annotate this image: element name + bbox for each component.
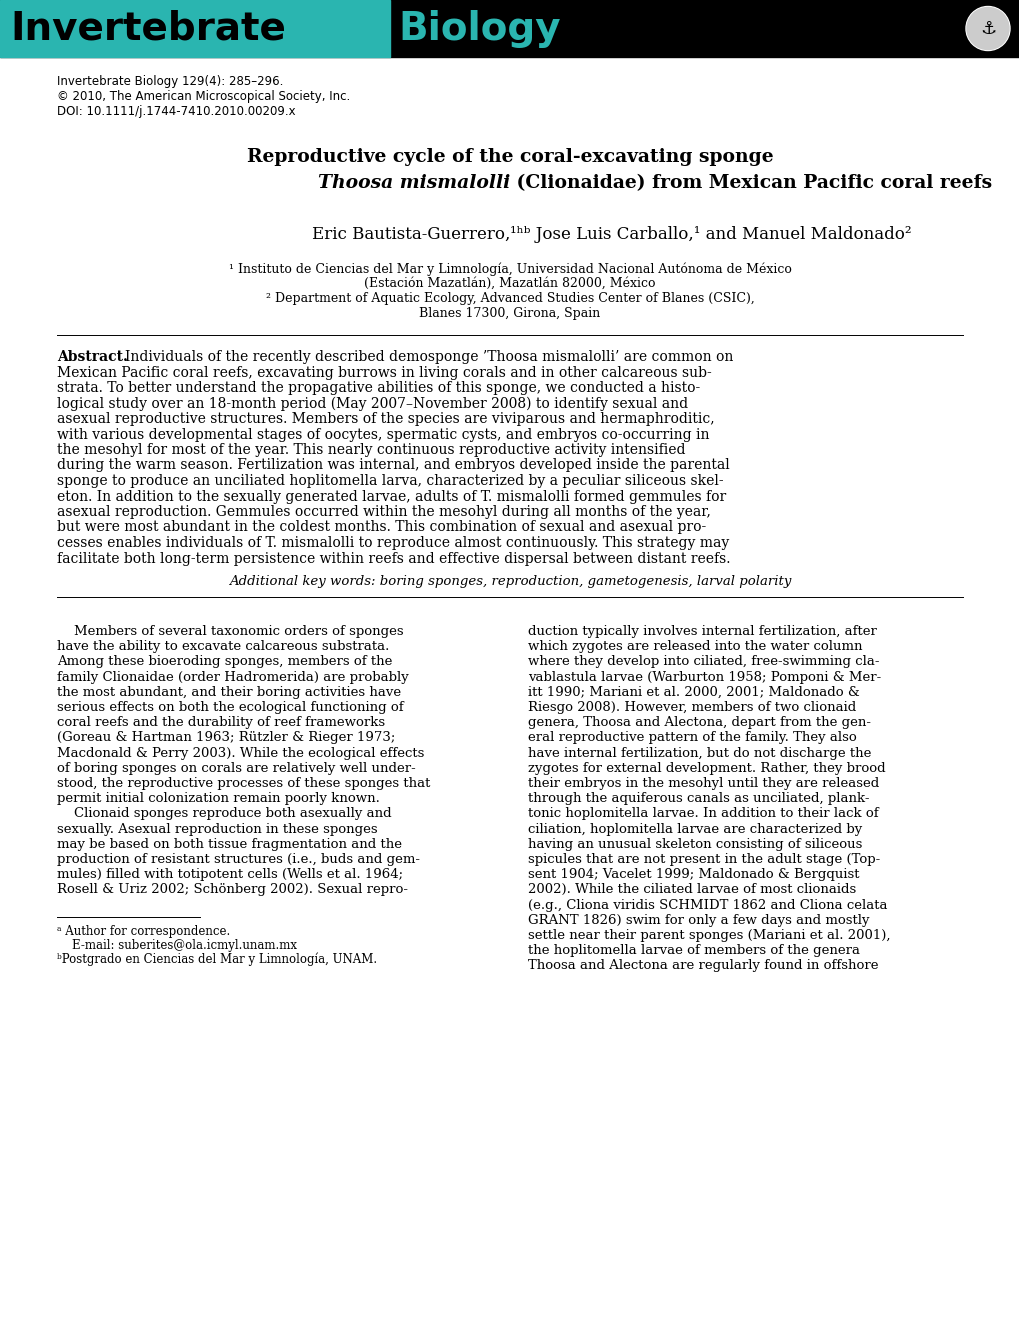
Text: vablastula larvae (Warburton 1958; Pomponi & Mer-: vablastula larvae (Warburton 1958; Pompo… (528, 671, 880, 684)
Text: Clionaid sponges reproduce both asexually and: Clionaid sponges reproduce both asexuall… (57, 808, 391, 821)
Text: have the ability to excavate calcareous substrata.: have the ability to excavate calcareous … (57, 640, 389, 653)
Text: (e.g., Cliona viridis SCHMIDT 1862 and Cliona celata: (e.g., Cliona viridis SCHMIDT 1862 and C… (528, 899, 887, 912)
Text: through the aquiferous canals as unciliated, plank-: through the aquiferous canals as uncilia… (528, 792, 868, 805)
Text: cesses enables individuals of T. mismalolli to reproduce almost continuously. Th: cesses enables individuals of T. mismalo… (57, 536, 729, 550)
Text: spicules that are not present in the adult stage (Top-: spicules that are not present in the adu… (528, 853, 879, 866)
Text: Reproductive cycle of the coral-excavating sponge: Reproductive cycle of the coral-excavati… (247, 148, 772, 166)
Text: serious effects on both the ecological functioning of: serious effects on both the ecological f… (57, 701, 404, 714)
Circle shape (965, 7, 1009, 50)
Text: with various developmental stages of oocytes, spermatic cysts, and embryos co-oc: with various developmental stages of ooc… (57, 428, 709, 441)
Text: of boring sponges on corals are relatively well under-: of boring sponges on corals are relative… (57, 762, 416, 775)
Text: stood, the reproductive processes of these sponges that: stood, the reproductive processes of the… (57, 777, 430, 789)
Text: the hoplitomella larvae of members of the genera: the hoplitomella larvae of members of th… (528, 944, 859, 957)
Text: tonic hoplomitella larvae. In addition to their lack of: tonic hoplomitella larvae. In addition t… (528, 808, 877, 821)
Text: genera, Thoosa and Alectona, depart from the gen-: genera, Thoosa and Alectona, depart from… (528, 717, 870, 729)
Text: eton. In addition to the sexually generated larvae, adults of T. mismalolli form: eton. In addition to the sexually genera… (57, 490, 726, 503)
Text: ¹ʰᵇ Jose Luis Carballo,¹ and Manuel Maldonado²: ¹ʰᵇ Jose Luis Carballo,¹ and Manuel Mald… (510, 226, 911, 243)
Text: logical study over an 18-month period (May 2007–November 2008) to identify sexua: logical study over an 18-month period (M… (57, 396, 688, 411)
Text: where they develop into ciliated, free-swimming cla-: where they develop into ciliated, free-s… (528, 656, 878, 668)
Text: during the warm season. Fertilization was internal, and embryos developed inside: during the warm season. Fertilization wa… (57, 458, 729, 473)
Text: the mesohyl for most of the year. This nearly continuous reproductive activity i: the mesohyl for most of the year. This n… (57, 444, 685, 457)
Text: strata. To better understand the propagative abilities of this sponge, we conduc: strata. To better understand the propaga… (57, 381, 700, 395)
Text: coral reefs and the durability of reef frameworks: coral reefs and the durability of reef f… (57, 717, 385, 729)
Text: facilitate both long-term persistence within reefs and effective dispersal betwe: facilitate both long-term persistence wi… (57, 552, 730, 565)
Text: ciliation, hoplomitella larvae are characterized by: ciliation, hoplomitella larvae are chara… (528, 822, 861, 836)
Text: Mexican Pacific coral reefs, excavating burrows in living corals and in other ca: Mexican Pacific coral reefs, excavating … (57, 366, 711, 380)
Text: sexually. Asexual reproduction in these sponges: sexually. Asexual reproduction in these … (57, 822, 377, 836)
Text: © 2010, The American Microscopical Society, Inc.: © 2010, The American Microscopical Socie… (57, 90, 350, 103)
Bar (0, 0, 1019, 57)
Text: eral reproductive pattern of the family. They also: eral reproductive pattern of the family.… (528, 731, 856, 744)
Text: sponge to produce an unciliated hoplitomella larva, characterized by a peculiar : sponge to produce an unciliated hoplitom… (57, 474, 722, 488)
Text: asexual reproduction. Gemmules occurred within the mesohyl during all months of : asexual reproduction. Gemmules occurred … (57, 506, 710, 519)
Text: but were most abundant in the coldest months. This combination of sexual and ase: but were most abundant in the coldest mo… (57, 520, 705, 535)
Text: Individuals of the recently described demosponge ’Thoosa mismalolli’ are common : Individuals of the recently described de… (125, 350, 733, 364)
Text: DOI: 10.1111/j.1744-7410.2010.00209.x: DOI: 10.1111/j.1744-7410.2010.00209.x (57, 106, 296, 117)
Text: family Clionaidae (order Hadromerida) are probably: family Clionaidae (order Hadromerida) ar… (57, 671, 409, 684)
Text: asexual reproductive structures. Members of the species are viviparous and herma: asexual reproductive structures. Members… (57, 412, 714, 426)
Text: Additional key words: boring sponges, reproduction, gametogenesis, larval polari: Additional key words: boring sponges, re… (228, 576, 791, 587)
Text: (Goreau & Hartman 1963; Rützler & Rieger 1973;: (Goreau & Hartman 1963; Rützler & Rieger… (57, 731, 395, 744)
Text: Thoosa and Alectona are regularly found in offshore: Thoosa and Alectona are regularly found … (528, 960, 877, 973)
Text: zygotes for external development. Rather, they brood: zygotes for external development. Rather… (528, 762, 884, 775)
Text: Invertebrate: Invertebrate (10, 9, 285, 48)
Text: the most abundant, and their boring activities have: the most abundant, and their boring acti… (57, 686, 400, 698)
Text: Eric Bautista-Guerrero,: Eric Bautista-Guerrero, (312, 226, 510, 243)
Text: Biology: Biology (397, 9, 560, 48)
Text: permit initial colonization remain poorly known.: permit initial colonization remain poorl… (57, 792, 379, 805)
Text: production of resistant structures (i.e., buds and gem-: production of resistant structures (i.e.… (57, 853, 420, 866)
Text: ᵃ Author for correspondence.: ᵃ Author for correspondence. (57, 924, 230, 937)
Text: Among these bioeroding sponges, members of the: Among these bioeroding sponges, members … (57, 656, 392, 668)
Text: Abstract.: Abstract. (57, 350, 127, 364)
Text: Thoosa mismalolli: Thoosa mismalolli (318, 174, 510, 191)
Text: ᵇPostgrado en Ciencias del Mar y Limnología, UNAM.: ᵇPostgrado en Ciencias del Mar y Limnolo… (57, 953, 377, 966)
Circle shape (966, 8, 1008, 49)
Bar (0, 0, 389, 57)
Text: Invertebrate Biology 129(4): 285–296.: Invertebrate Biology 129(4): 285–296. (57, 75, 283, 88)
Text: settle near their parent sponges (Mariani et al. 2001),: settle near their parent sponges (Marian… (528, 929, 890, 942)
Text: Macdonald & Perry 2003). While the ecological effects: Macdonald & Perry 2003). While the ecolo… (57, 747, 424, 759)
Text: E-mail: suberites@ola.icmyl.unam.mx: E-mail: suberites@ola.icmyl.unam.mx (57, 939, 297, 952)
Text: Members of several taxonomic orders of sponges: Members of several taxonomic orders of s… (57, 624, 404, 638)
Text: (Estación Mazatlán), Mazatlán 82000, México: (Estación Mazatlán), Mazatlán 82000, Méx… (364, 277, 655, 290)
Text: mules) filled with totipotent cells (Wells et al. 1964;: mules) filled with totipotent cells (Wel… (57, 869, 403, 882)
Text: ² Department of Aquatic Ecology, Advanced Studies Center of Blanes (CSIC),: ² Department of Aquatic Ecology, Advance… (265, 292, 754, 305)
Text: have internal fertilization, but do not discharge the: have internal fertilization, but do not … (528, 747, 870, 759)
Text: may be based on both tissue fragmentation and the: may be based on both tissue fragmentatio… (57, 838, 401, 851)
Text: itt 1990; Mariani et al. 2000, 2001; Maldonado &: itt 1990; Mariani et al. 2000, 2001; Mal… (528, 686, 859, 698)
Text: GRANT 1826) swim for only a few days and mostly: GRANT 1826) swim for only a few days and… (528, 913, 868, 927)
Text: Riesgo 2008). However, members of two clionaid: Riesgo 2008). However, members of two cl… (528, 701, 855, 714)
Text: ¹ Instituto de Ciencias del Mar y Limnología, Universidad Nacional Autónoma de M: ¹ Instituto de Ciencias del Mar y Limnol… (228, 261, 791, 276)
Text: their embryos in the mesohyl until they are released: their embryos in the mesohyl until they … (528, 777, 878, 789)
Text: having an unusual skeleton consisting of siliceous: having an unusual skeleton consisting of… (528, 838, 861, 851)
Text: sent 1904; Vacelet 1999; Maldonado & Bergquist: sent 1904; Vacelet 1999; Maldonado & Ber… (528, 869, 859, 882)
Text: Rosell & Uriz 2002; Schönberg 2002). Sexual repro-: Rosell & Uriz 2002; Schönberg 2002). Sex… (57, 883, 408, 896)
Text: ⚓: ⚓ (979, 20, 996, 37)
Text: 2002). While the ciliated larvae of most clionaids: 2002). While the ciliated larvae of most… (528, 883, 855, 896)
Text: Blanes 17300, Girona, Spain: Blanes 17300, Girona, Spain (419, 308, 600, 319)
Text: which zygotes are released into the water column: which zygotes are released into the wate… (528, 640, 862, 653)
Text: duction typically involves internal fertilization, after: duction typically involves internal fert… (528, 624, 876, 638)
Text: (Clionaidae) from Mexican Pacific coral reefs: (Clionaidae) from Mexican Pacific coral … (510, 174, 991, 191)
